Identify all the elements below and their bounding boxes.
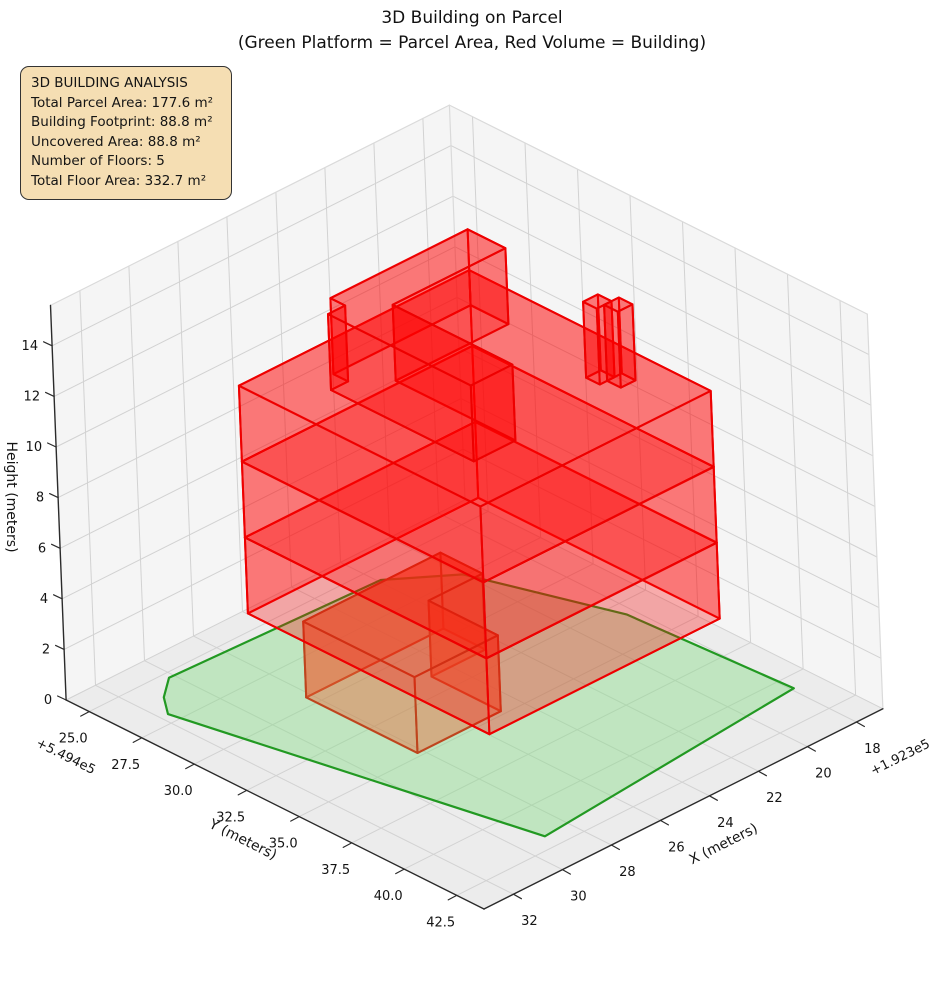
building-volume (237, 228, 721, 754)
svg-text:14: 14 (22, 339, 39, 354)
chart-subtitle: (Green Platform = Parcel Area, Red Volum… (237, 33, 707, 53)
svg-text:25.0: 25.0 (59, 732, 88, 747)
svg-text:18: 18 (864, 742, 881, 757)
info-total-floor-area: Total Floor Area: 332.7 m² (31, 172, 207, 189)
svg-text:32.5: 32.5 (216, 810, 245, 825)
parcel-platform (162, 573, 795, 838)
info-box-title: 3D BUILDING ANALYSIS (31, 75, 188, 91)
svg-text:32: 32 (521, 914, 538, 929)
building-block-roof-fin-b (603, 296, 637, 389)
svg-text:24: 24 (717, 816, 734, 831)
chart-title-block: 3D Building on Parcel (Green Platform = … (0, 6, 944, 56)
svg-text:30: 30 (570, 890, 587, 905)
chart-title: 3D Building on Parcel (381, 8, 563, 28)
svg-text:35.0: 35.0 (269, 837, 298, 852)
svg-text:26: 26 (668, 840, 685, 855)
svg-text:Height (meters): Height (meters) (3, 441, 19, 552)
info-building-footprint: Building Footprint: 88.8 m² (31, 114, 213, 130)
grid-lines (49, 104, 884, 896)
svg-text:30.0: 30.0 (164, 784, 193, 799)
svg-text:12: 12 (24, 389, 41, 404)
svg-text:42.5: 42.5 (426, 915, 455, 930)
svg-text:2: 2 (42, 642, 50, 657)
svg-text:0: 0 (44, 693, 52, 708)
svg-text:10: 10 (26, 440, 43, 455)
svg-text:4: 4 (40, 592, 48, 607)
svg-text:40.0: 40.0 (374, 889, 403, 904)
svg-text:37.5: 37.5 (321, 863, 350, 878)
info-number-of-floors: Number of Floors: 5 (31, 153, 165, 169)
svg-text:20: 20 (815, 767, 832, 782)
info-uncovered-area: Uncovered Area: 88.8 m² (31, 133, 201, 150)
axis-ticks-and-labels: 182022242628303225.027.530.032.535.037.5… (22, 339, 881, 930)
svg-text:28: 28 (619, 865, 636, 880)
analysis-info-box: 3D BUILDING ANALYSIS Total Parcel Area: … (20, 66, 232, 200)
building-block-floor-5 (327, 228, 517, 463)
svg-text:22: 22 (766, 791, 783, 806)
axis-spines (49, 304, 884, 910)
info-total-parcel-area: Total Parcel Area: 177.6 m² (31, 94, 214, 111)
svg-text:8: 8 (36, 491, 44, 506)
svg-text:27.5: 27.5 (111, 758, 140, 773)
svg-text:6: 6 (38, 541, 46, 556)
building-block-roof-fin-a (582, 293, 616, 386)
